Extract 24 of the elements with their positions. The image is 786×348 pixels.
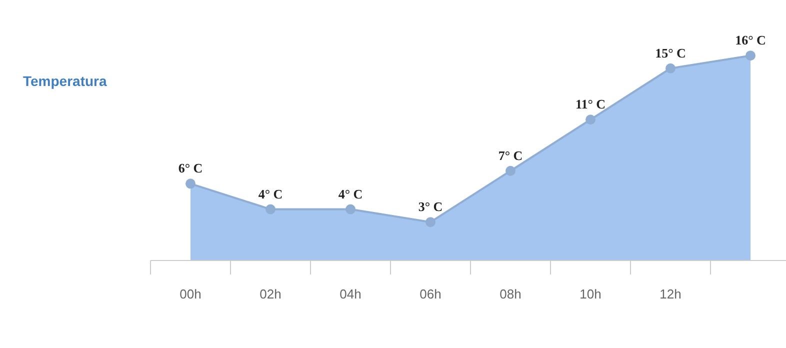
data-label: 6° C [178,160,203,176]
point [746,50,756,61]
point [666,63,676,74]
data-label: 3° C [418,199,443,214]
point [586,114,596,125]
data-label: 4° C [338,186,363,202]
x-tick-label: 06h [420,286,442,302]
x-tick-label: 00h [180,286,202,302]
point [186,178,196,189]
data-label: 11° C [575,96,606,112]
point [346,204,356,214]
data-label: 15° C [655,45,686,60]
x-tick-label: 02h [260,286,282,302]
x-tick-label: 04h [340,286,362,302]
x-tick-label: 08h [500,286,522,302]
data-label: 16° C [735,32,766,48]
x-tick-label: 12h [660,286,682,302]
data-label: 7° C [498,148,523,163]
point [266,204,276,214]
x-tick-label: 10h [580,286,602,302]
point [426,217,436,228]
data-label: 4° C [258,186,283,202]
point [506,166,516,176]
y-axis-title: Temperatura [23,72,107,91]
